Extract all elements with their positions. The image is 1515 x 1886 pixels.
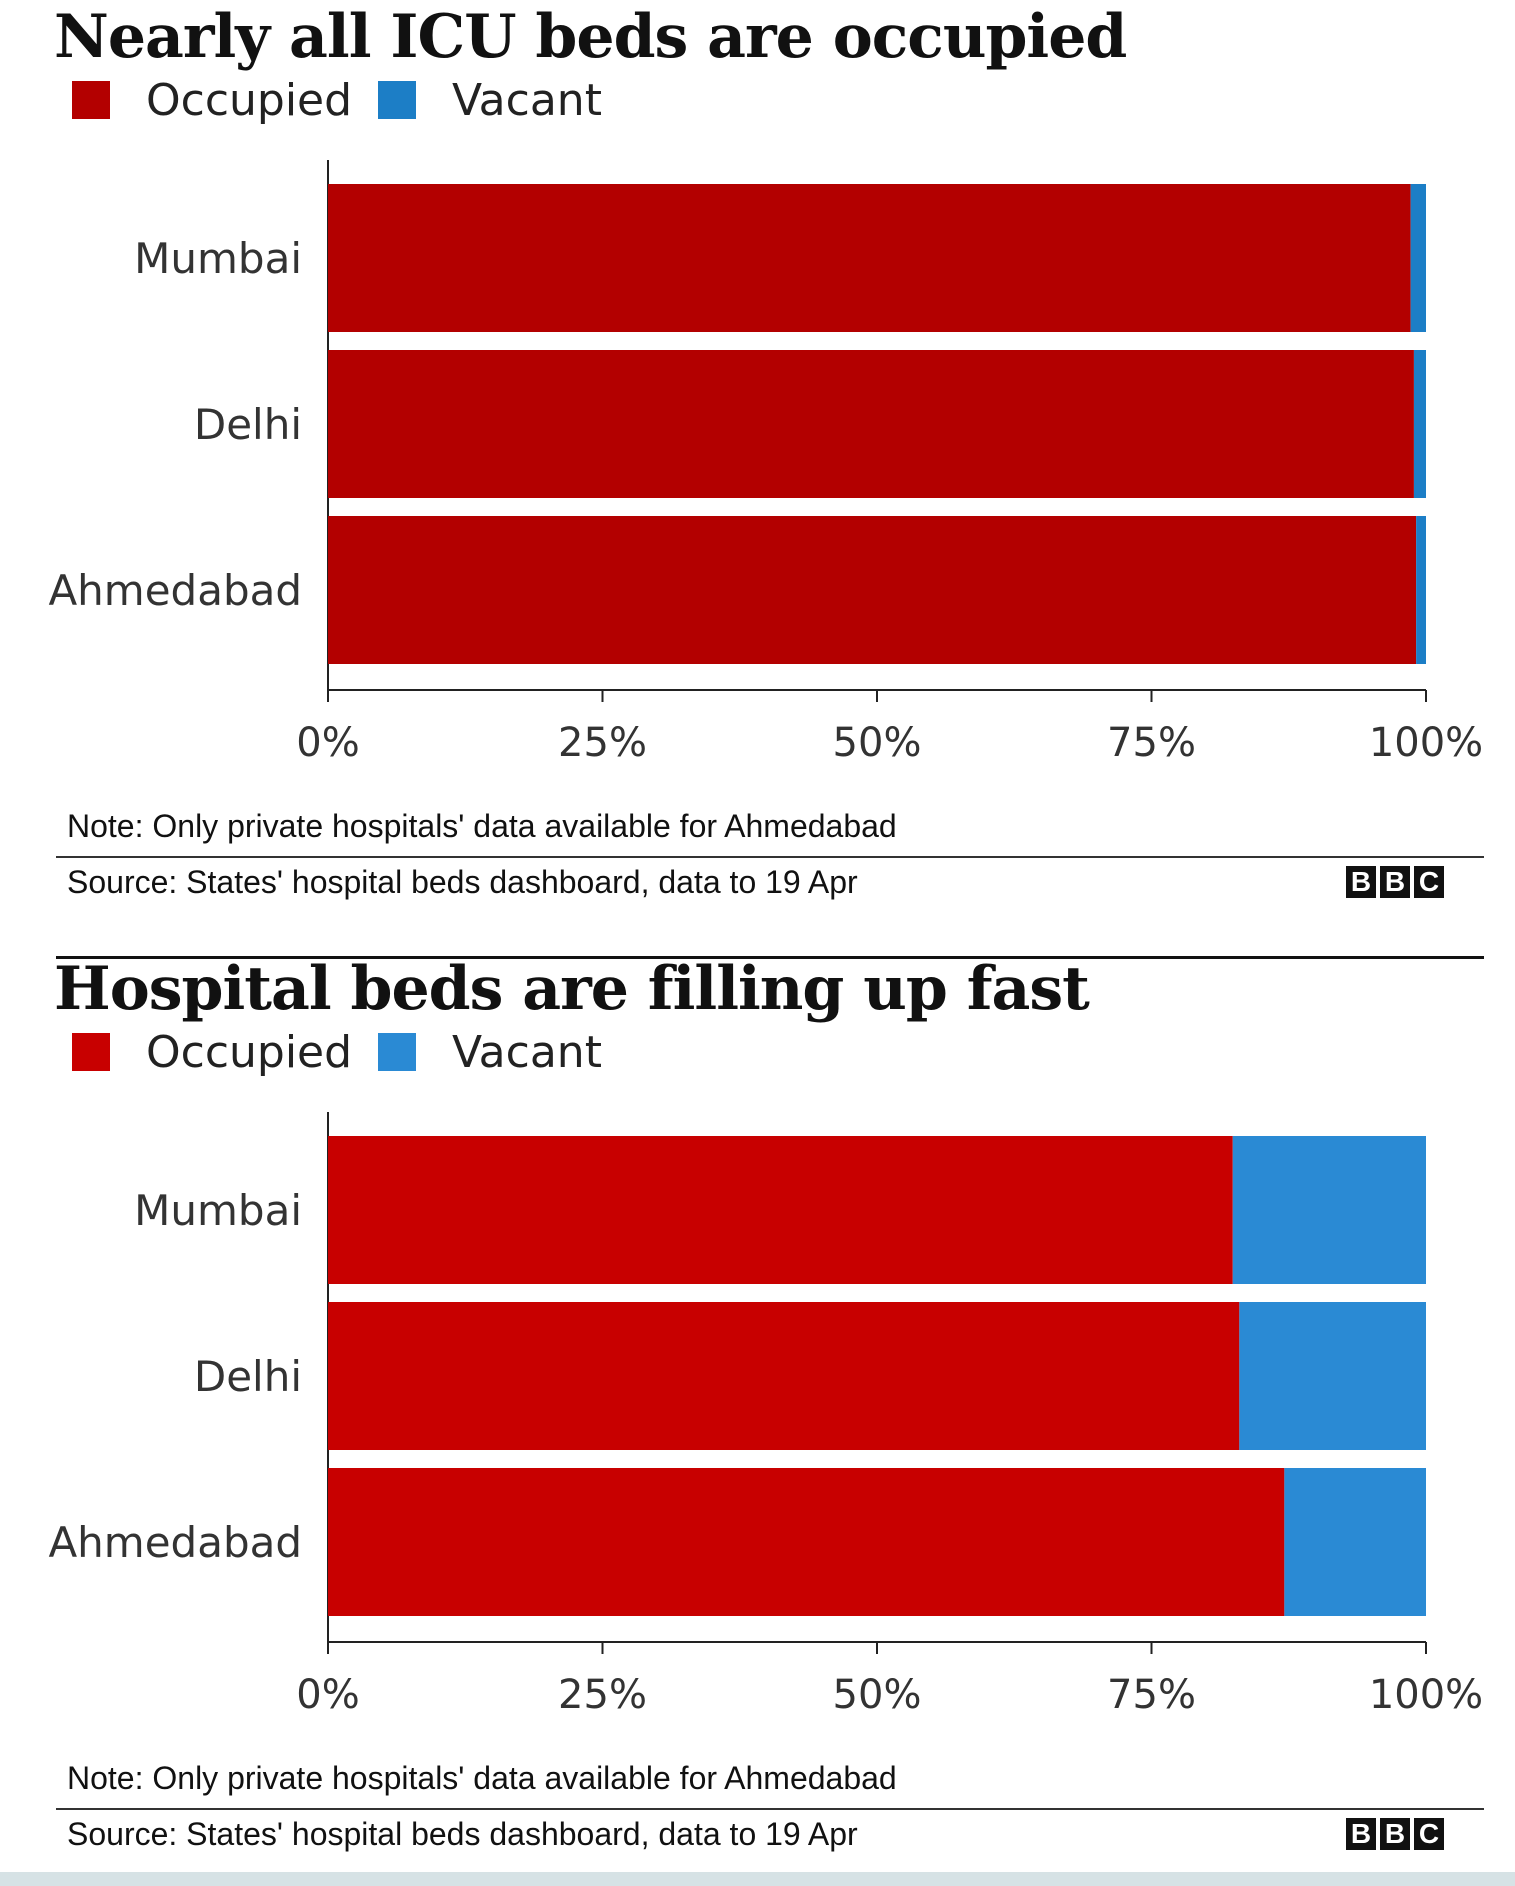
- bar-vacant-delhi: [1413, 350, 1426, 498]
- legend-item-vacant: Vacant: [378, 1024, 602, 1080]
- chart-source: Source: States' hospital beds dashboard,…: [67, 1816, 858, 1852]
- x-tick-label: 75%: [1107, 1672, 1196, 1718]
- x-tick-label: 100%: [1369, 1672, 1483, 1718]
- bbc-logo: B B C: [1346, 1818, 1444, 1850]
- legend-item-occupied: Occupied: [72, 72, 352, 128]
- bar-vacant-mumbai: [1232, 1136, 1426, 1284]
- bar-vacant-delhi: [1239, 1302, 1426, 1450]
- x-tick-label: 50%: [833, 1672, 922, 1718]
- chart-source: Source: States' hospital beds dashboard,…: [67, 864, 858, 900]
- x-tick-label: 50%: [833, 720, 922, 766]
- category-label: Delhi: [194, 400, 302, 449]
- legend-label-vacant: Vacant: [452, 74, 602, 126]
- bbc-logo-letter: C: [1414, 1818, 1444, 1850]
- bar-occupied-delhi: [328, 1302, 1240, 1450]
- bbc-logo-letter: B: [1380, 866, 1410, 898]
- category-label: Ahmedabad: [48, 1518, 302, 1567]
- chart-title: Hospital beds are filling up fast: [54, 954, 1090, 1024]
- category-label: Mumbai: [134, 1186, 302, 1235]
- x-tick-label: 25%: [558, 720, 647, 766]
- legend-swatch-occupied: [72, 81, 110, 119]
- x-tick-label: 0%: [296, 1672, 359, 1718]
- bbc-logo-letter: C: [1414, 866, 1444, 898]
- category-label: Delhi: [194, 1352, 302, 1401]
- legend-label-occupied: Occupied: [146, 74, 353, 126]
- legend-label-vacant: Vacant: [452, 1026, 602, 1078]
- legend-item-vacant: Vacant: [378, 72, 602, 128]
- x-tick-label: 25%: [558, 1672, 647, 1718]
- bar-occupied-delhi: [328, 350, 1414, 498]
- legend-swatch-vacant: [378, 1033, 416, 1071]
- bar-occupied-mumbai: [328, 184, 1411, 332]
- bar-vacant-ahmedabad: [1284, 1468, 1426, 1616]
- panel-divider: [56, 956, 1484, 959]
- x-tick-label: 0%: [296, 720, 359, 766]
- bottom-strip: [0, 1872, 1515, 1886]
- hospital-bar-chart: Mumbai Delhi Ahmedabad 0% 25% 50% 75% 100%: [48, 1112, 1483, 1718]
- category-label: Ahmedabad: [48, 566, 302, 615]
- legend-swatch-occupied: [72, 1033, 110, 1071]
- bbc-logo-letter: B: [1346, 1818, 1376, 1850]
- x-tick-label: 75%: [1107, 720, 1196, 766]
- legend-item-occupied: Occupied: [72, 1024, 352, 1080]
- chart-note: Note: Only private hospitals' data avail…: [67, 808, 897, 844]
- icu-bar-chart: Mumbai Delhi Ahmedabad 0% 25% 50% 75% 100%: [48, 160, 1483, 766]
- category-label: Mumbai: [134, 234, 302, 283]
- hospital-beds-chart-panel: Hospital beds are filling up fast Occupi…: [0, 952, 1515, 1886]
- bar-vacant-mumbai: [1410, 184, 1426, 332]
- chart-note: Note: Only private hospitals' data avail…: [67, 1760, 897, 1796]
- bar-vacant-ahmedabad: [1416, 516, 1426, 664]
- legend-swatch-vacant: [378, 81, 416, 119]
- footer-rule: [56, 1808, 1484, 1810]
- icu-beds-chart-panel: Nearly all ICU beds are occupied Occupie…: [48, 2, 1484, 900]
- bbc-logo-letter: B: [1380, 1818, 1410, 1850]
- bbc-logo-letter: B: [1346, 866, 1376, 898]
- chart-title: Nearly all ICU beds are occupied: [54, 2, 1127, 72]
- footer-rule: [56, 856, 1484, 858]
- bbc-logo: B B C: [1346, 866, 1444, 898]
- bar-occupied-ahmedabad: [328, 516, 1417, 664]
- bar-occupied-ahmedabad: [328, 1468, 1285, 1616]
- legend-label-occupied: Occupied: [146, 1026, 353, 1078]
- bar-occupied-mumbai: [328, 1136, 1233, 1284]
- x-tick-label: 100%: [1369, 720, 1483, 766]
